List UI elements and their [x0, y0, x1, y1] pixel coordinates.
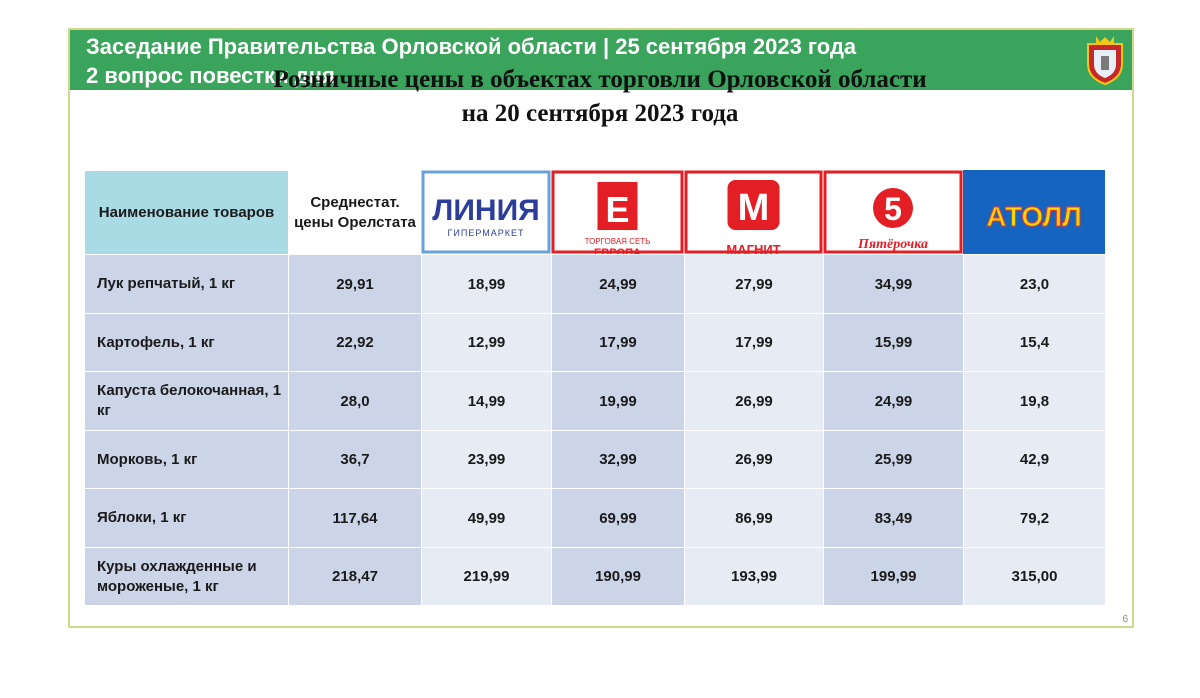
store-price-cell: 26,99 — [684, 430, 823, 488]
store-price-cell: 12,99 — [421, 313, 551, 371]
store-price-cell: 79,2 — [963, 488, 1105, 547]
store-price-cell: 190,99 — [551, 547, 684, 605]
product-name-cell: Яблоки, 1 кг — [84, 488, 288, 547]
product-name-cell: Куры охлажденные и мороженые, 1 кг — [84, 547, 288, 605]
average-price-cell: 218,47 — [288, 547, 421, 605]
store-price-cell: 17,99 — [684, 313, 823, 371]
store-price-cell: 23,99 — [421, 430, 551, 488]
store-price-cell: 19,8 — [963, 371, 1105, 430]
store-price-cell: 15,99 — [823, 313, 963, 371]
store-price-cell: 24,99 — [551, 254, 684, 313]
header-bar: Заседание Правительства Орловской област… — [70, 30, 1132, 90]
average-price-cell: 29,91 — [288, 254, 421, 313]
liniya-logo-subtext: ГИПЕРМАРКЕТ — [448, 228, 525, 238]
pyaterochka-logo-name: Пятёрочка — [857, 237, 928, 252]
product-name-cell: Капуста белокочанная, 1 кг — [84, 371, 288, 430]
coat-of-arms-icon — [1087, 36, 1123, 86]
store-price-cell: 17,99 — [551, 313, 684, 371]
magnit-logo: М МАГНИТ — [684, 170, 823, 254]
evropa-logo-letter: Е — [605, 189, 629, 230]
store-price-cell: 24,99 — [823, 371, 963, 430]
magnit-logo-letter: М — [738, 187, 770, 229]
evropa-logo-subtext: ТОРГОВАЯ СЕТЬ — [585, 237, 651, 246]
atoll-logo-text: АТОЛЛ — [986, 201, 1082, 232]
store-price-cell: 193,99 — [684, 547, 823, 605]
product-name-cell: Картофель, 1 кг — [84, 313, 288, 371]
page-number: 6 — [1122, 614, 1128, 625]
store-price-cell: 27,99 — [684, 254, 823, 313]
store-price-cell: 15,4 — [963, 313, 1105, 371]
evropa-logo: Е ТОРГОВАЯ СЕТЬ ЕВРОПА — [551, 170, 684, 254]
product-name-cell: Морковь, 1 кг — [84, 430, 288, 488]
pyaterochka-logo: 5 Пятёрочка — [823, 170, 963, 254]
store-price-cell: 19,99 — [551, 371, 684, 430]
evropa-logo-name: ЕВРОПА — [594, 247, 641, 254]
store-price-cell: 25,99 — [823, 430, 963, 488]
store-price-cell: 315,00 — [963, 547, 1105, 605]
store-price-cell: 14,99 — [421, 371, 551, 430]
header-title: Заседание Правительства Орловской област… — [86, 34, 857, 59]
product-name-cell: Лук репчатый, 1 кг — [84, 254, 288, 313]
average-price-cell: 28,0 — [288, 371, 421, 430]
store-price-cell: 86,99 — [684, 488, 823, 547]
column-header-average: Среднестат. цены Орелстата — [288, 170, 421, 254]
slide-title-line-2: на 20 сентября 2023 года — [461, 100, 739, 127]
slide-title-line-1: Розничные цены в объектах торговли Орлов… — [273, 66, 927, 93]
magnit-logo-name: МАГНИТ — [726, 242, 780, 254]
liniya-logo: ЛИНИЯ ГИПЕРМАРКЕТ — [421, 170, 551, 254]
average-price-cell: 22,92 — [288, 313, 421, 371]
store-price-cell: 34,99 — [823, 254, 963, 313]
liniya-logo-text: ЛИНИЯ — [432, 194, 539, 227]
store-price-cell: 49,99 — [421, 488, 551, 547]
store-price-cell: 23,0 — [963, 254, 1105, 313]
average-price-cell: 117,64 — [288, 488, 421, 547]
average-price-cell: 36,7 — [288, 430, 421, 488]
store-price-cell: 83,49 — [823, 488, 963, 547]
store-price-cell: 26,99 — [684, 371, 823, 430]
store-price-cell: 69,99 — [551, 488, 684, 547]
atoll-logo: АТОЛЛ — [963, 170, 1105, 254]
store-price-cell: 18,99 — [421, 254, 551, 313]
store-price-cell: 219,99 — [421, 547, 551, 605]
store-price-cell: 42,9 — [963, 430, 1105, 488]
column-header-name: Наименование товаров — [84, 170, 288, 254]
pyaterochka-logo-digit: 5 — [884, 191, 902, 227]
header-subtitle: 2 вопрос повестки дня — [86, 63, 335, 88]
store-price-cell: 32,99 — [551, 430, 684, 488]
store-price-cell: 199,99 — [823, 547, 963, 605]
